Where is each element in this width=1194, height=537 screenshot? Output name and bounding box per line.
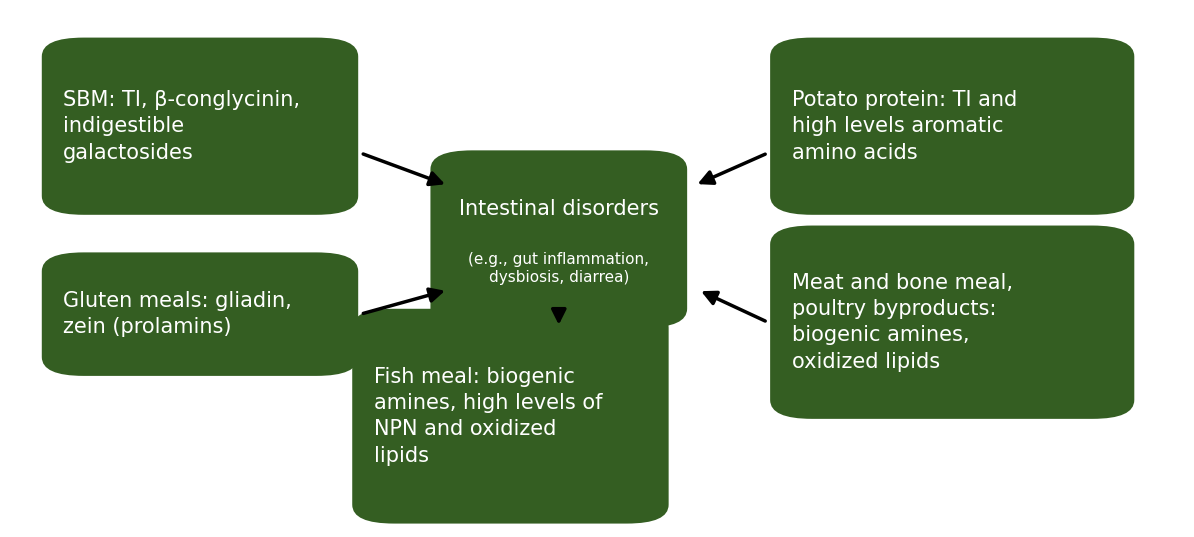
Text: (e.g., gut inflammation,
dysbiosis, diarrea): (e.g., gut inflammation, dysbiosis, diar… bbox=[468, 252, 650, 285]
FancyBboxPatch shape bbox=[352, 309, 669, 524]
Text: Gluten meals: gliadin,
zein (prolamins): Gluten meals: gliadin, zein (prolamins) bbox=[63, 291, 293, 337]
Text: SBM: TI, β-conglycinin,
indigestible
galactosides: SBM: TI, β-conglycinin, indigestible gal… bbox=[63, 90, 300, 163]
Text: Meat and bone meal,
poultry byproducts:
biogenic amines,
oxidized lipids: Meat and bone meal, poultry byproducts: … bbox=[792, 273, 1013, 372]
FancyBboxPatch shape bbox=[42, 252, 358, 376]
FancyBboxPatch shape bbox=[42, 38, 358, 215]
FancyBboxPatch shape bbox=[770, 226, 1134, 419]
Text: Intestinal disorders: Intestinal disorders bbox=[458, 199, 659, 220]
FancyBboxPatch shape bbox=[431, 150, 688, 328]
FancyBboxPatch shape bbox=[770, 38, 1134, 215]
Text: Potato protein: TI and
high levels aromatic
amino acids: Potato protein: TI and high levels aroma… bbox=[792, 90, 1017, 163]
Text: Fish meal: biogenic
amines, high levels of
NPN and oxidized
lipids: Fish meal: biogenic amines, high levels … bbox=[374, 367, 602, 466]
